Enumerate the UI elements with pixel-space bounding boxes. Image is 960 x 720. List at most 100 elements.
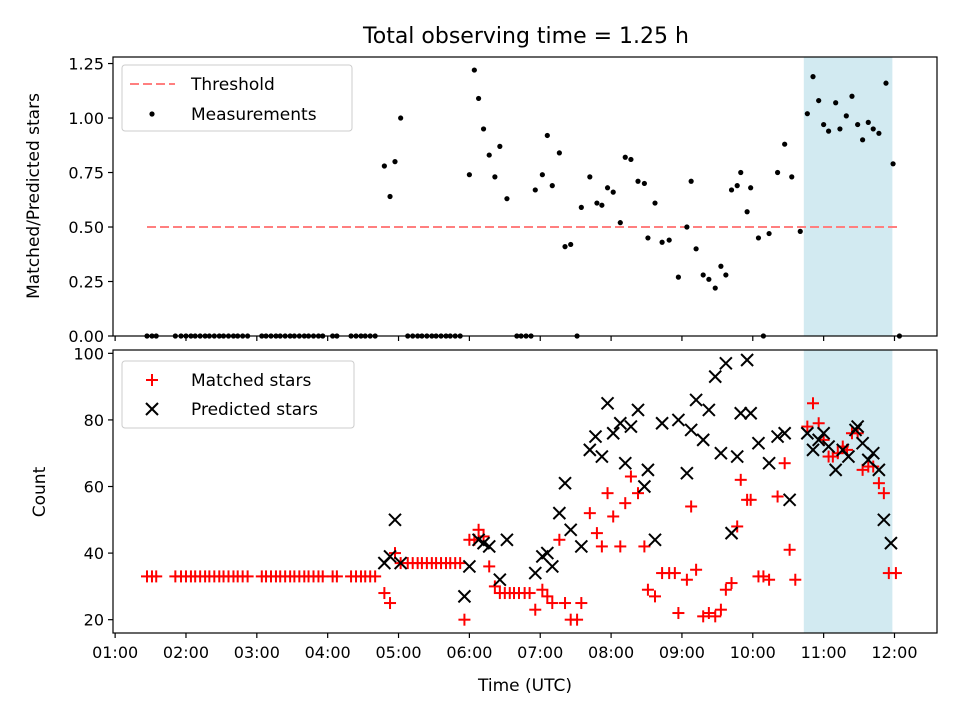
bottom-marks — [141, 353, 902, 626]
predicted-stars-point — [388, 513, 402, 527]
matched-stars-point — [614, 540, 627, 553]
x-tick-label: 03:00 — [234, 643, 280, 662]
bottom-y-axis-label: Count — [30, 466, 50, 517]
matched-stars-point — [877, 487, 890, 500]
x-tick-label: 11:00 — [801, 643, 847, 662]
predicted-stars-point — [624, 419, 638, 434]
x-axis-label: Time (UTC) — [477, 676, 572, 696]
measurement-point — [549, 183, 555, 189]
top-y-axis-label: Matched/Predicted stars — [24, 93, 44, 299]
measurement-point — [849, 93, 855, 99]
measurement-point — [398, 115, 404, 121]
matched-stars-point — [702, 607, 715, 620]
predicted-stars-point — [574, 539, 589, 554]
predicted-stars-point — [493, 573, 507, 587]
chart-title: Total observing time = 1.25 h — [362, 24, 689, 49]
predicted-stars-point — [821, 439, 836, 454]
predicted-stars-point — [558, 476, 572, 490]
measurement-point — [748, 185, 754, 191]
matched-stars-point — [607, 510, 620, 523]
matched-stars-point — [601, 487, 614, 500]
predicted-stars-point — [383, 549, 397, 564]
top-y-tick-label: 0.00 — [68, 327, 104, 346]
measurement-point — [728, 187, 735, 193]
measurement-point — [666, 237, 672, 243]
bottom-y-tick-label: 60 — [84, 478, 104, 497]
matched-stars-point — [488, 580, 501, 593]
measurement-point — [587, 174, 593, 180]
matched-stars-point — [619, 497, 632, 510]
predicted-stars-point — [540, 546, 555, 560]
predicted-stars-point — [855, 436, 870, 450]
bottom-legend: Matched stars Predicted stars — [121, 360, 355, 429]
predicted-stars-point — [696, 433, 710, 447]
measurement-point — [734, 183, 740, 189]
predicted-stars-point — [872, 463, 886, 477]
predicted-stars-point — [740, 353, 754, 367]
measurement-point — [723, 272, 729, 278]
matched-stars-point — [454, 557, 467, 570]
measurement-point — [870, 126, 876, 132]
top-plot-frame — [112, 56, 938, 337]
matched-stars-point — [632, 487, 645, 500]
measurement-point — [797, 228, 803, 234]
matched-stars-point — [330, 570, 343, 583]
predicted-stars-point — [782, 493, 797, 507]
predicted-legend-label: Predicted stars — [191, 400, 318, 420]
predicted-stars-point — [777, 426, 792, 440]
measurement-point — [562, 244, 568, 250]
matched-stars-point — [571, 613, 584, 626]
predicted-stars-point — [595, 449, 609, 464]
predicted-stars-point — [528, 566, 542, 580]
predicted-stars-point — [457, 589, 472, 604]
measurement-point — [706, 276, 712, 282]
matched-stars-point — [889, 567, 902, 580]
top-y-tick-label: 0.25 — [68, 273, 104, 292]
matched-stars-point — [523, 587, 536, 600]
measurement-point — [466, 172, 472, 178]
measurement-point — [628, 156, 634, 163]
measurement-point — [539, 172, 545, 178]
predicted-stars-point — [724, 526, 739, 540]
top-marks — [144, 67, 903, 339]
predicted-stars-point — [877, 513, 891, 527]
predicted-stars-point — [816, 426, 831, 440]
bottom-y-tick-label: 40 — [84, 544, 104, 563]
top-panel: 0.00 0.25 0.50 0.75 1.00 1.25 Matched/Predict… — [24, 55, 938, 346]
measurement-point — [475, 95, 482, 102]
matched-stars-point — [241, 570, 254, 583]
matched-stars-point — [778, 457, 791, 470]
predicted-stars-point — [751, 436, 766, 450]
top-y-tick-label: 0.50 — [68, 218, 104, 237]
matched-stars-point — [369, 570, 382, 583]
measurement-point — [718, 263, 724, 269]
matched-stars-point — [472, 523, 485, 536]
top-y-ticks: 0.00 0.25 0.50 0.75 1.00 1.25 — [68, 55, 113, 346]
measurement-point — [480, 126, 487, 132]
predicted-stars-point — [866, 446, 880, 460]
matched-legend-swatch — [146, 374, 158, 386]
measurement-point — [789, 174, 795, 180]
measurement-point — [843, 113, 849, 119]
matched-stars-point — [384, 597, 397, 610]
measurement-point — [645, 235, 651, 241]
measurement-point — [688, 178, 694, 184]
measurement-point — [837, 126, 843, 132]
predicted-stars-point — [671, 413, 686, 427]
measurement-point — [744, 209, 750, 215]
matched-stars-point — [783, 543, 796, 556]
measurement-point — [544, 132, 550, 139]
measurement-point — [635, 178, 641, 184]
top-x-ticks — [114, 336, 896, 341]
measurement-point — [659, 239, 665, 245]
predicted-stars-point — [730, 449, 744, 464]
predicted-stars-point — [861, 453, 875, 467]
matched-stars-point — [575, 597, 588, 610]
predicted-stars-point — [702, 403, 716, 417]
predicted-stars-point — [850, 419, 865, 434]
matched-stars-point — [541, 590, 554, 603]
predicted-stars-point — [762, 456, 776, 470]
predicted-stars-point — [637, 479, 652, 494]
matched-stars-point — [590, 527, 603, 540]
